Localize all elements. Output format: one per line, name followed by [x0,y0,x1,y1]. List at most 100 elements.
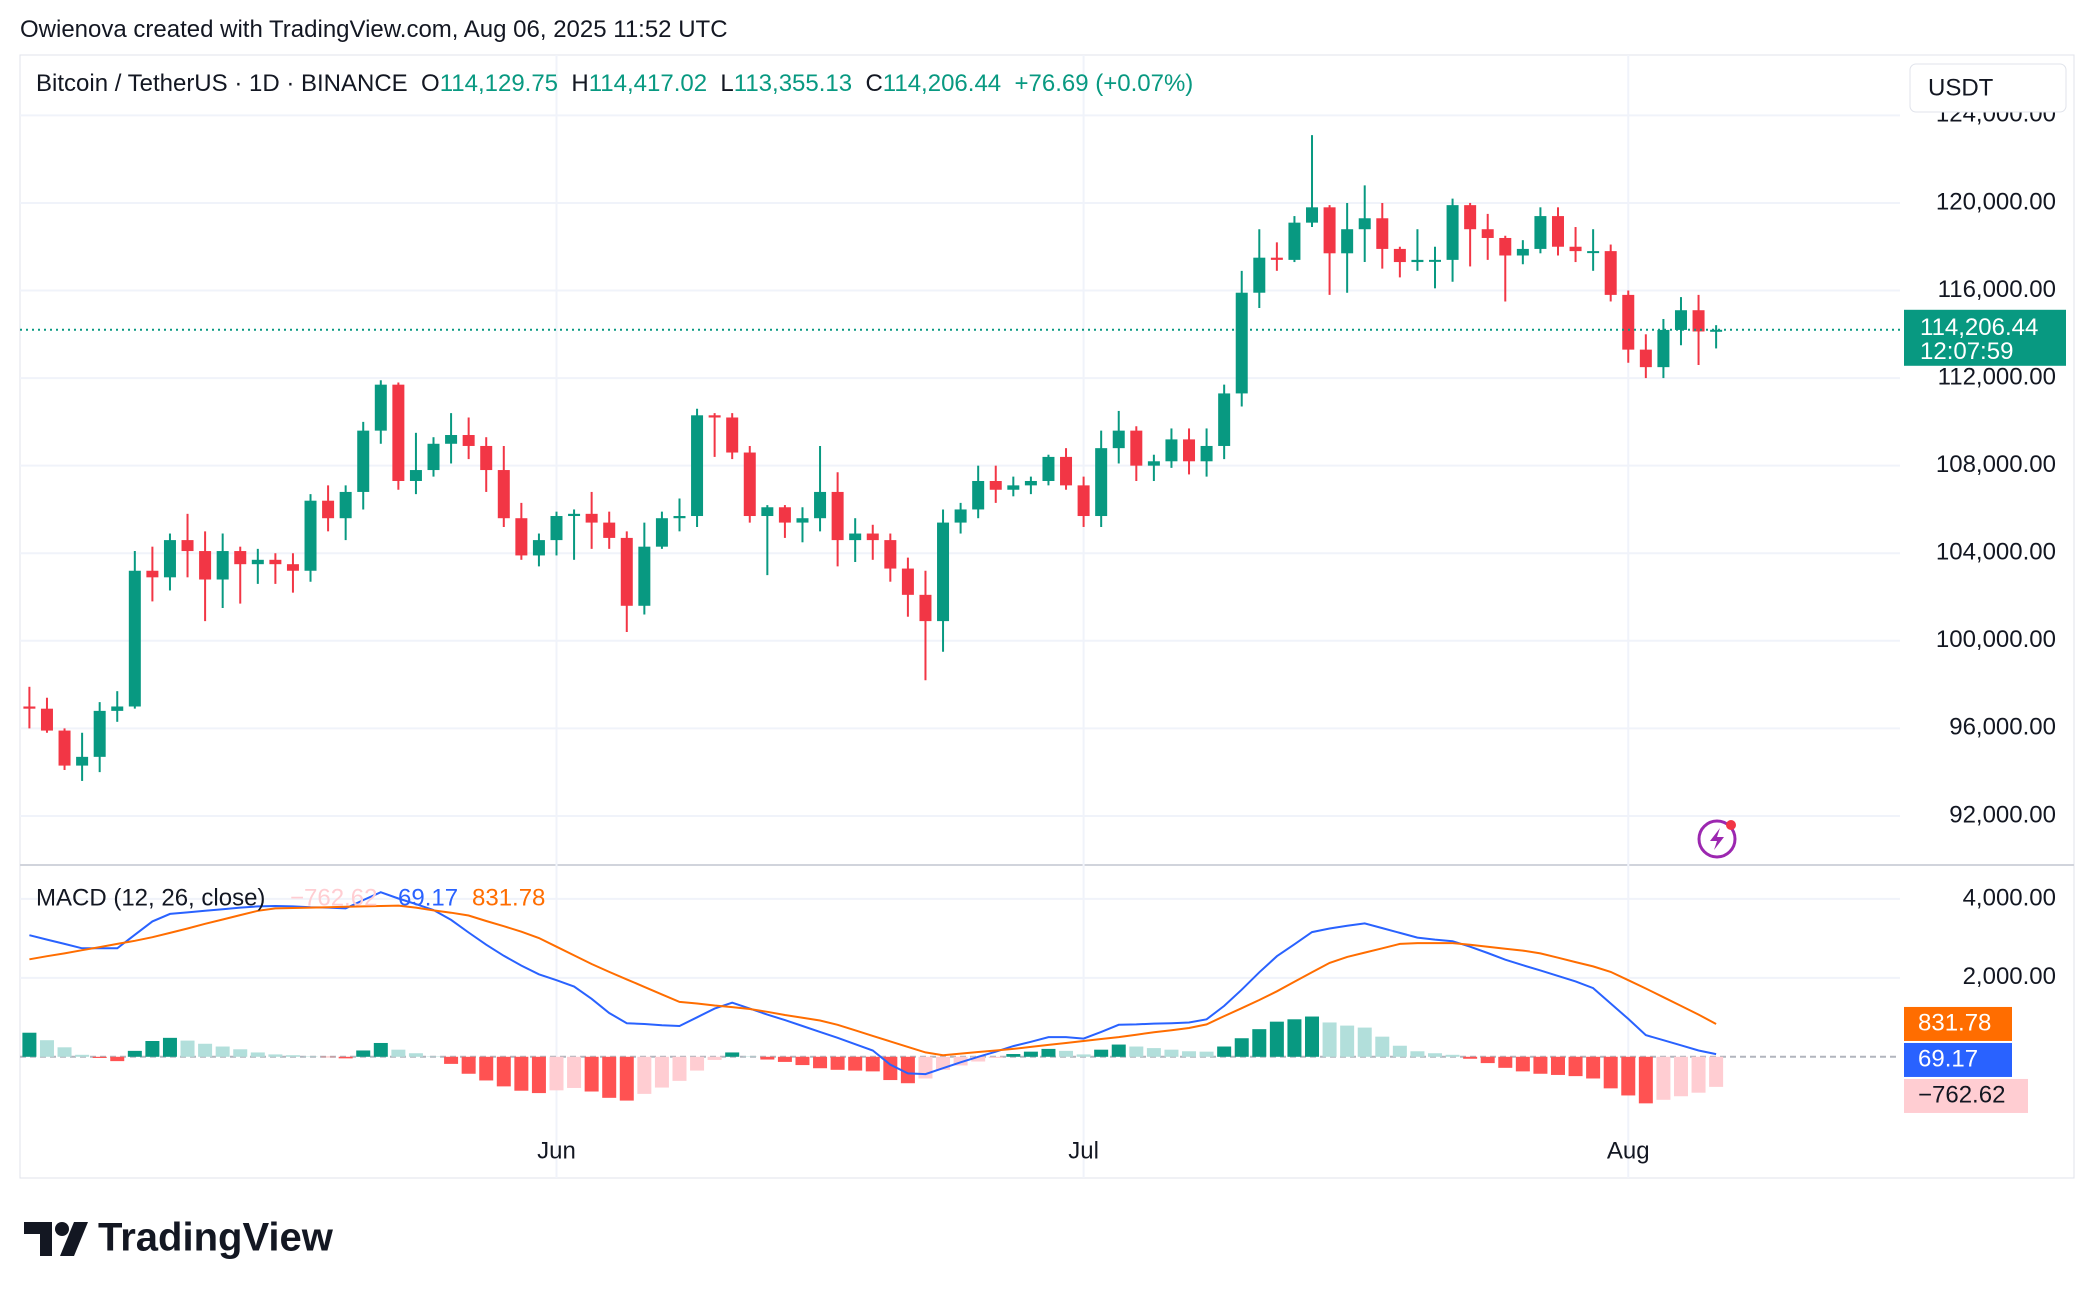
candle-body [1200,445,1213,462]
histogram-bar [373,1042,388,1057]
histogram-bar [391,1049,406,1057]
candle-body [655,518,668,547]
histogram-bar [198,1043,213,1057]
candle-body [1429,259,1441,262]
candle-body [585,513,598,523]
candle-body [954,509,967,523]
histogram-bar [1375,1036,1390,1057]
histogram-bar [1586,1056,1601,1079]
candle-body [1464,205,1477,230]
brand: TradingView [98,1216,334,1260]
y-tick-label: 104,000.00 [1936,539,2056,566]
candle-body [550,516,563,541]
histogram-bar [654,1056,669,1088]
histogram-bar [1656,1056,1671,1100]
candle-body [216,551,229,580]
histogram-bar [1041,1048,1056,1057]
histogram-bar [971,1056,986,1062]
candle-body [708,415,721,418]
candle-body [40,708,53,731]
histogram-bar [1111,1044,1126,1057]
histogram-bar [531,1056,546,1094]
candle-body [181,540,194,552]
histogram-bar [1515,1056,1530,1072]
histogram-bar [848,1056,863,1071]
histogram-bar [725,1052,740,1057]
candle-body [972,480,985,510]
candle-body [286,564,299,571]
histogram-bar [637,1056,652,1094]
candle-body [849,533,862,541]
symbol-header: Bitcoin / TetherUS · 1D · BINANCE O114,1… [36,70,1193,98]
candle-body [620,537,633,606]
histogram-bar [1550,1056,1565,1075]
candle-body [1024,480,1037,486]
candle-body [515,518,528,556]
high-value: 114,417.02 [588,70,708,97]
candle-body [1516,248,1529,256]
histogram-bar [795,1056,810,1066]
candle-body [831,491,844,541]
axis-tag-value: −762.62 [1918,1081,2005,1108]
candle-body [251,559,264,565]
histogram-bar [1568,1056,1583,1077]
candle-body [1095,448,1108,517]
histogram-bar [1129,1046,1144,1057]
histogram-bar [760,1056,775,1060]
candle-body [128,570,141,707]
histogram-bar [162,1037,177,1057]
histogram-bar [865,1056,880,1072]
candle-body [919,594,932,622]
candle-body [1306,207,1319,223]
candle-body [673,516,686,519]
histogram-bar [39,1040,54,1057]
histogram-bar [1709,1056,1724,1087]
legend-value: 831.78 [472,884,545,911]
candle-body [937,522,950,622]
candle-body [1657,329,1670,368]
candle-body [462,435,475,446]
x-tick-label: Jun [537,1137,576,1164]
y-tick-label: 120,000.00 [1936,188,2056,215]
symbol: Bitcoin / TetherUS · 1D · BINANCE [36,70,408,97]
histogram-bar [549,1056,564,1091]
candle-body [392,384,405,481]
candle-body [1077,485,1090,517]
candle-body [1358,218,1371,230]
axis-tag-value: 831.78 [1918,1009,1991,1036]
histogram-bar [1357,1027,1372,1057]
histogram-bar [250,1052,265,1057]
histogram-bar [1445,1054,1460,1057]
candle-body [1710,329,1723,332]
histogram-bar [75,1054,90,1057]
candle-body [814,491,827,519]
candle-body [901,568,914,595]
histogram-bar [1146,1048,1161,1057]
histogram-bar [918,1056,933,1079]
histogram-bar [1199,1051,1214,1057]
histogram-bar [1023,1051,1038,1057]
histogram-bar [57,1047,72,1057]
candle-body [1569,246,1582,252]
candle-body [480,445,493,471]
axis-tag [1904,1078,2028,1113]
candle-body [1112,430,1125,449]
alert-icon[interactable] [1697,819,1737,859]
histogram-bar [1603,1056,1618,1089]
candle-body [357,430,370,492]
candle-body [603,522,616,538]
candle-body [532,540,545,556]
histogram-bar [1164,1049,1179,1057]
legend-value: −762.62 [290,884,377,911]
histogram-bar [1252,1029,1267,1057]
histogram-bar [619,1056,634,1101]
histogram-bar [22,1032,37,1057]
histogram-bar [1287,1019,1302,1057]
candle-body [1235,292,1248,394]
price-tag [1904,309,2066,366]
histogram-bar [444,1056,459,1064]
currency-box[interactable] [1909,63,2067,113]
histogram-bar [215,1046,230,1057]
candle-body [1253,257,1266,293]
